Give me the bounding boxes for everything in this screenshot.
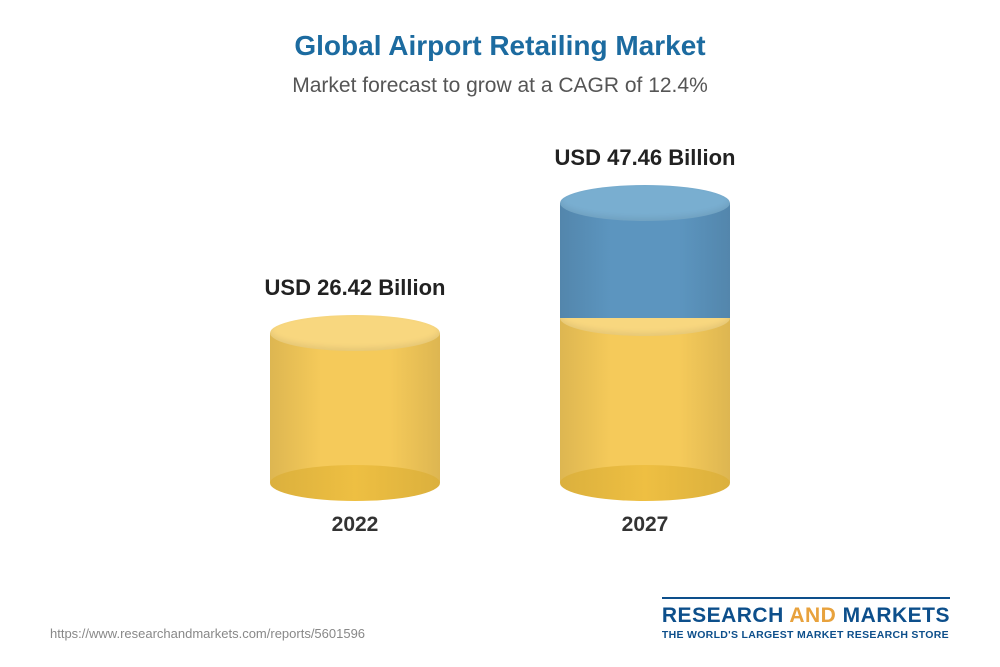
year-label: 2022 [332, 513, 379, 537]
year-label: 2027 [622, 513, 669, 537]
cylinder-bottom-ellipse [270, 465, 440, 501]
cylinder-bar-2027: USD 47.46 Billion2027 [560, 483, 730, 537]
logo-divider [662, 597, 950, 599]
chart-subtitle: Market forecast to grow at a CAGR of 12.… [40, 74, 960, 98]
logo-tagline: THE WORLD'S LARGEST MARKET RESEARCH STOR… [662, 629, 950, 641]
logo-block: RESEARCH AND MARKETS THE WORLD'S LARGEST… [662, 597, 950, 641]
cylinder-top-ellipse [270, 315, 440, 351]
logo-word2: AND [789, 604, 836, 627]
infographic-container: Global Airport Retailing Market Market f… [0, 0, 1000, 667]
source-url: https://www.researchandmarkets.com/repor… [50, 626, 365, 641]
cylinder-bar-2022: USD 26.42 Billion2022 [270, 483, 440, 537]
value-label: USD 26.42 Billion [265, 275, 446, 301]
chart-area: USD 26.42 Billion2022USD 47.46 Billion20… [40, 118, 960, 597]
cylinder-bottom-ellipse [560, 465, 730, 501]
chart-title: Global Airport Retailing Market [40, 30, 960, 62]
logo-word3: MARKETS [843, 604, 950, 627]
cylinder-segment-body [560, 318, 730, 483]
logo-word1: RESEARCH [662, 604, 784, 627]
cylinder-top-ellipse [560, 185, 730, 221]
cylinder-segment-body [270, 333, 440, 483]
logo-text: RESEARCH AND MARKETS [662, 605, 950, 626]
value-label: USD 47.46 Billion [555, 145, 736, 171]
footer: https://www.researchandmarkets.com/repor… [40, 597, 960, 647]
